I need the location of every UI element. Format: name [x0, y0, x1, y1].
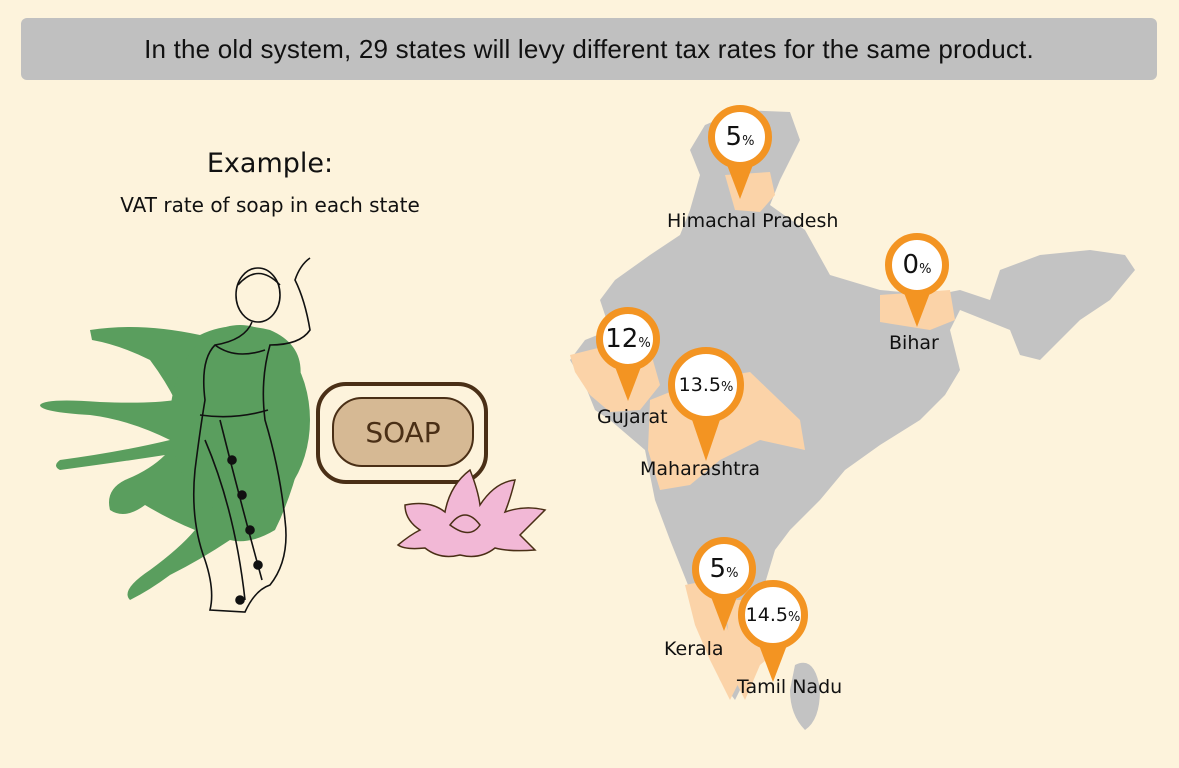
green-splash-illustration — [40, 325, 310, 600]
label-himachal-pradesh: Himachal Pradesh — [667, 210, 839, 232]
pin-maharashtra[interactable]: 13.5% — [668, 347, 744, 461]
soap-bar: SOAP — [332, 397, 474, 467]
pin-tamil-nadu[interactable]: 14.5% — [738, 580, 808, 682]
headline-text: In the old system, 29 states will levy d… — [144, 33, 1034, 64]
label-kerala: Kerala — [664, 638, 724, 660]
example-title: Example: — [206, 148, 334, 179]
dancer-illustration — [192, 257, 311, 613]
headline-banner: In the old system, 29 states will levy d… — [21, 18, 1157, 80]
pin-himachal-pradesh[interactable]: 5% — [708, 105, 772, 205]
pin-gujarat[interactable]: 12% — [596, 307, 660, 407]
label-gujarat: Gujarat — [597, 406, 668, 428]
pin-kerala[interactable]: 5% — [692, 537, 756, 637]
pin-bihar[interactable]: 0% — [885, 233, 949, 333]
soap-label: SOAP — [365, 415, 441, 449]
example-subtitle: VAT rate of soap in each state — [120, 193, 420, 217]
label-maharashtra: Maharashtra — [640, 458, 761, 480]
label-bihar: Bihar — [889, 332, 939, 354]
